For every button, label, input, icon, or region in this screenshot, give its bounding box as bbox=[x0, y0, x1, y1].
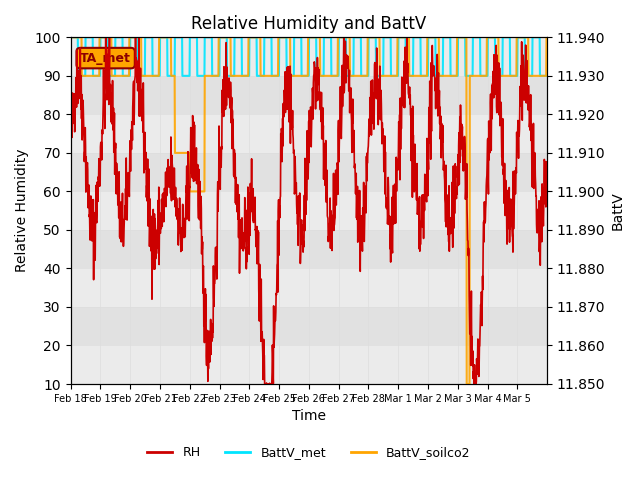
Bar bbox=[70, 307, 547, 346]
Text: TA_met: TA_met bbox=[80, 51, 131, 65]
Bar bbox=[70, 346, 547, 384]
Bar bbox=[70, 192, 547, 230]
X-axis label: Time: Time bbox=[292, 409, 326, 423]
Title: Relative Humidity and BattV: Relative Humidity and BattV bbox=[191, 15, 426, 33]
Legend: RH, BattV_met, BattV_soilco2: RH, BattV_met, BattV_soilco2 bbox=[142, 442, 476, 465]
Y-axis label: BattV: BattV bbox=[611, 192, 625, 230]
Bar bbox=[70, 230, 547, 268]
Y-axis label: Relative Humidity: Relative Humidity bbox=[15, 149, 29, 273]
Bar bbox=[70, 153, 547, 192]
Bar bbox=[70, 76, 547, 114]
Bar bbox=[70, 37, 547, 76]
Bar bbox=[70, 114, 547, 153]
Bar bbox=[70, 268, 547, 307]
Bar bbox=[70, 0, 547, 37]
